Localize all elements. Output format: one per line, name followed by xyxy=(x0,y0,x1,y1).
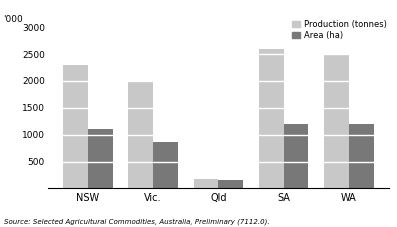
Bar xyxy=(128,81,153,188)
Bar xyxy=(153,142,178,188)
Bar xyxy=(283,124,308,188)
Text: '000: '000 xyxy=(3,15,23,24)
Bar xyxy=(63,65,88,188)
Bar xyxy=(349,124,374,188)
Text: Source: Selected Agricultural Commodities, Australia, Preliminary (7112.0).: Source: Selected Agricultural Commoditie… xyxy=(4,218,270,225)
Bar xyxy=(259,49,283,188)
Bar xyxy=(218,180,243,188)
Bar xyxy=(194,179,218,188)
Bar xyxy=(88,129,113,188)
Bar xyxy=(324,54,349,188)
Legend: Production (tonnes), Area (ha): Production (tonnes), Area (ha) xyxy=(291,19,388,42)
